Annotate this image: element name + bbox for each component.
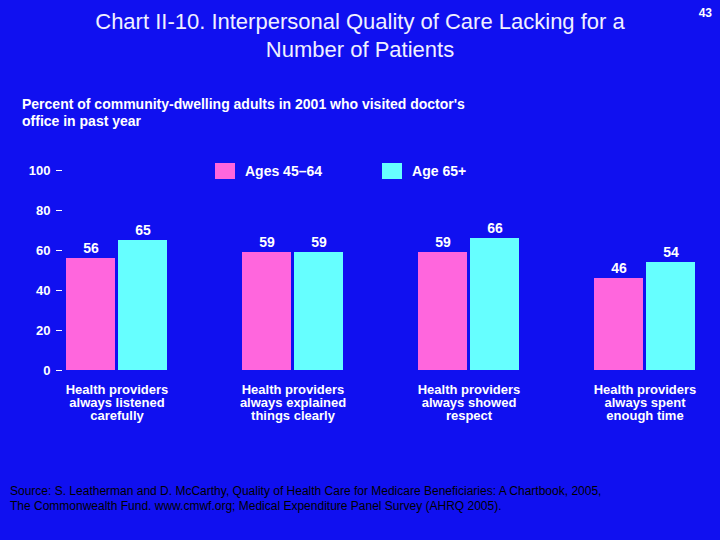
svg-text:Health providersalways spenten: Health providersalways spentenough time xyxy=(594,382,697,423)
svg-text:Health providersalways listene: Health providersalways listenedcarefully xyxy=(66,382,169,423)
svg-text:59: 59 xyxy=(311,234,327,250)
svg-text:0: 0 xyxy=(43,363,50,378)
html-text:43: 43 xyxy=(698,6,712,20)
html-text:Source: S. Leatherman and D. M: Source: S. Leatherman and D. McCarthy, Q… xyxy=(10,484,602,513)
svg-text:Health providersalways showedr: Health providersalways showedrespect xyxy=(418,382,521,423)
svg-text:46: 46 xyxy=(611,260,627,276)
svg-text:54: 54 xyxy=(663,244,679,260)
html-text:Age 65+: Age 65+ xyxy=(412,163,467,179)
svg-text:Health providersalways explain: Health providersalways explainedthings c… xyxy=(240,382,346,423)
svg-text:100: 100 xyxy=(29,163,51,178)
svg-text:66: 66 xyxy=(487,220,503,236)
html-text:Chart II-10. Interpersonal Qua: Chart II-10. Interpersonal Quality of Ca… xyxy=(95,9,625,62)
svg-text:60: 60 xyxy=(36,243,50,258)
html-text:Percent of community-dwelling: Percent of community-dwelling adults in … xyxy=(22,96,465,129)
svg-text:20: 20 xyxy=(36,323,50,338)
svg-text:65: 65 xyxy=(135,222,151,238)
svg-text:80: 80 xyxy=(36,203,50,218)
svg-text:40: 40 xyxy=(36,283,50,298)
svg-text:56: 56 xyxy=(83,240,99,256)
svg-text:59: 59 xyxy=(435,234,451,250)
html-text:Ages 45–64: Ages 45–64 xyxy=(245,163,323,179)
svg-text:59: 59 xyxy=(259,234,275,250)
